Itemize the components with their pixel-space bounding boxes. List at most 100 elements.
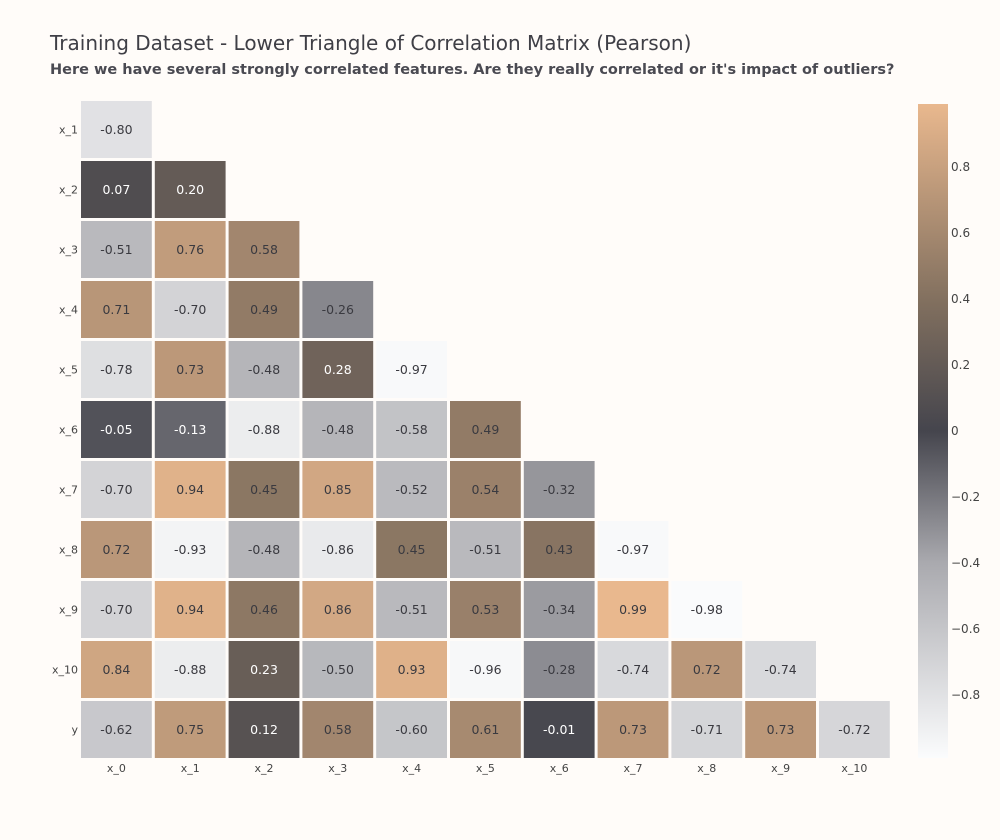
cell-value-label: -0.72 (838, 722, 870, 737)
cell-value-label: -0.48 (322, 422, 354, 437)
row-labels: x_1 x_2 x_3 x_4 x_5 x_6 x_7 x_8 x_9 x_10y (52, 124, 79, 737)
chart-title: Training Dataset - Lower Triangle of Cor… (50, 31, 692, 55)
row-label: x_1 (59, 124, 78, 137)
heatmap-cell (523, 701, 595, 758)
cell-value-label: -0.48 (248, 362, 280, 377)
heatmap-cell (154, 221, 226, 278)
heatmap-cell (376, 341, 447, 398)
cell-value-label: 0.93 (398, 662, 426, 677)
row-label: x_6 (59, 424, 78, 437)
heatmap-cell (450, 461, 521, 518)
cell-value-label: 0.94 (176, 602, 204, 617)
cell-value-label: -0.70 (100, 482, 132, 497)
heatmap-cell (450, 401, 521, 458)
cell-value-label: -0.80 (100, 122, 132, 137)
row-label: x_4 (59, 304, 78, 317)
heatmap-cell (671, 701, 743, 758)
cell-value-label: -0.74 (764, 662, 796, 677)
heatmap-cell (523, 461, 595, 518)
cell-value-label: -0.05 (100, 422, 132, 437)
cell-value-label: 0.72 (693, 662, 721, 677)
cell-value-label: 0.85 (324, 482, 352, 497)
heatmap-cell (302, 461, 374, 518)
heatmap-cell (228, 581, 300, 638)
heatmap-cell (228, 281, 300, 338)
cell-value-label: -0.51 (100, 242, 132, 257)
column-label: x_2 (254, 762, 273, 775)
heatmap-cell (154, 521, 226, 578)
heatmap-cell (154, 581, 226, 638)
cell-value-label: 0.84 (102, 662, 130, 677)
column-label: x_8 (697, 762, 716, 775)
cell-value-label: 0.54 (471, 482, 499, 497)
heatmap-cell (376, 521, 447, 578)
heatmap-cell (597, 521, 669, 578)
heatmap-cell (597, 701, 669, 758)
cell-value-label: 0.58 (324, 722, 352, 737)
cell-value-label: -0.98 (691, 602, 723, 617)
cell-value-label: -0.50 (322, 662, 354, 677)
heatmap-cell (745, 641, 816, 698)
heatmap-cell (302, 281, 374, 338)
heatmap-cell (376, 401, 447, 458)
heatmap-cell (450, 521, 521, 578)
cell-value-label: 0.73 (176, 362, 204, 377)
cell-value-label: -0.28 (543, 662, 575, 677)
column-label: x_0 (107, 762, 126, 775)
heatmap-cell (228, 341, 300, 398)
heatmap-cell (597, 641, 669, 698)
heatmap-cell (302, 401, 374, 458)
heatmap-cell (228, 521, 300, 578)
heatmap-cell (523, 521, 595, 578)
cell-value-label: -0.97 (395, 362, 427, 377)
row-label: x_9 (59, 604, 78, 617)
heatmap-cell (671, 641, 743, 698)
heatmap-cell (745, 701, 816, 758)
heatmap-cell (81, 341, 152, 398)
cell-value-label: 0.58 (250, 242, 278, 257)
cell-value-label: 0.72 (102, 542, 130, 557)
heatmap-cell (523, 641, 595, 698)
heatmap-cell (154, 161, 226, 218)
row-label: x_5 (59, 364, 78, 377)
heatmap-cell (81, 281, 152, 338)
cell-value-label: -0.93 (174, 542, 206, 557)
heatmap-cell (154, 341, 226, 398)
column-labels: x_0 x_1 x_2 x_3 x_4 x_5 x_6 x_7 x_8 x_9 x_10 (107, 762, 868, 775)
cell-value-label: 0.28 (324, 362, 352, 377)
column-label: x_10 (841, 762, 867, 775)
colorbar-gradient (918, 104, 948, 758)
heatmap-cell (302, 521, 374, 578)
column-label: x_3 (328, 762, 347, 775)
heatmap-cell (81, 581, 152, 638)
cell-value-label: 0.76 (176, 242, 204, 257)
heatmap-cell (81, 461, 152, 518)
heatmap-cell (671, 581, 743, 638)
cell-value-label: -0.13 (174, 422, 206, 437)
cell-value-label: 0.23 (250, 662, 278, 677)
row-label: x_2 (59, 184, 78, 197)
heatmap-cell (450, 641, 521, 698)
cell-value-label: -0.52 (395, 482, 427, 497)
heatmap-cell (81, 161, 152, 218)
cell-value-label: -0.62 (100, 722, 132, 737)
heatmap-cell (228, 461, 300, 518)
column-label: x_6 (550, 762, 569, 775)
colorbar-tick-label: 0.2 (951, 358, 970, 372)
heatmap-cell (819, 701, 890, 758)
colorbar-tick-label: 0.4 (951, 292, 970, 306)
cell-value-label: 0.45 (398, 542, 426, 557)
heatmap-cell (228, 221, 300, 278)
cell-value-label: -0.70 (100, 602, 132, 617)
cell-value-label: 0.45 (250, 482, 278, 497)
heatmap-cell (450, 701, 521, 758)
heatmap-cell (154, 641, 226, 698)
colorbar-tick-label: −0.2 (951, 490, 980, 504)
cell-value-label: 0.73 (767, 722, 795, 737)
heatmap-cells: -0.80 0.07 0.20 -0.51 0.76 0.58 0.71 -0.70 0.49 -… (81, 101, 890, 758)
heatmap-cell (302, 341, 374, 398)
heatmap-cell (450, 581, 521, 638)
row-label: x_8 (59, 544, 78, 557)
column-label: x_5 (476, 762, 495, 775)
cell-value-label: -0.96 (469, 662, 501, 677)
